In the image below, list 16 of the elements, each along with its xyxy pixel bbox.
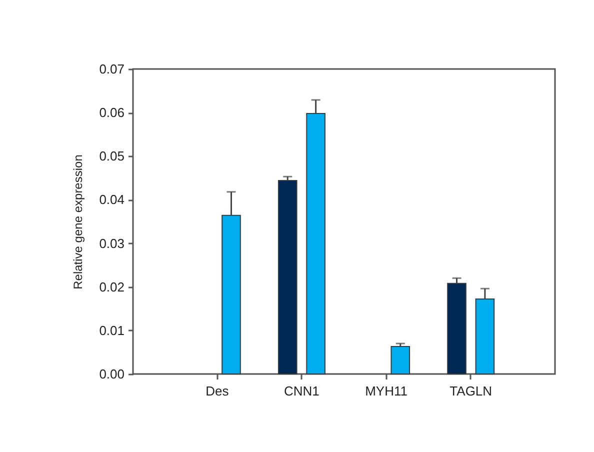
bar <box>447 282 466 374</box>
x-tick-label: Des <box>206 384 230 398</box>
bar <box>390 346 410 374</box>
y-tick-label: 0.00 <box>99 366 124 382</box>
y-tick-label: 0.07 <box>99 62 124 76</box>
y-tick-label: 0.05 <box>99 148 124 164</box>
y-tick-label: 0.01 <box>99 322 124 338</box>
y-axis-title: Relative gene expression <box>71 154 86 290</box>
y-tick-label: 0.06 <box>99 105 124 120</box>
x-tick-label: TAGLN <box>450 384 492 398</box>
y-tick-label: 0.03 <box>99 236 124 251</box>
bar <box>278 180 298 374</box>
x-tick-label: MYH11 <box>365 384 408 398</box>
x-tick-label: CNN1 <box>284 384 320 398</box>
y-tick-label: 0.04 <box>99 192 124 208</box>
y-tick-label: 0.02 <box>99 279 124 294</box>
